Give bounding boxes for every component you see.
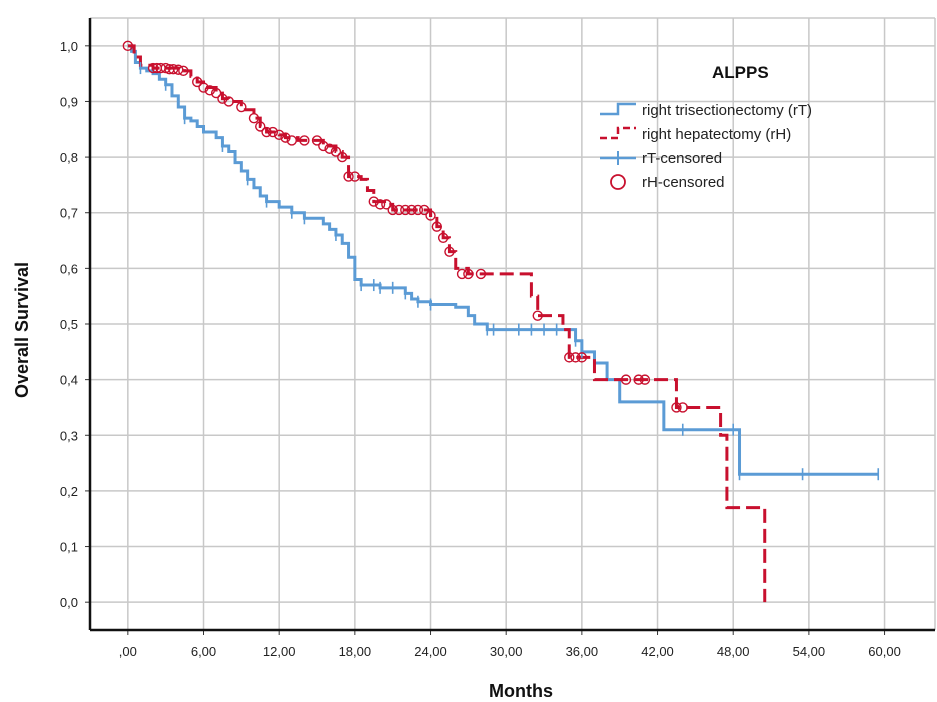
rH-censor-mark: [330, 146, 342, 157]
rH-censor-mark: [444, 246, 455, 257]
rH-censor-mark: [168, 63, 179, 75]
rH-censor-mark: [273, 129, 285, 141]
rH-censor-mark: [223, 96, 234, 107]
rH-censor-mark: [437, 232, 449, 243]
rH-censor-mark: [387, 204, 398, 216]
y-tick-label: 0,6: [60, 261, 78, 276]
x-tick-label: 6,00: [191, 644, 216, 659]
rH-censor-mark: [564, 352, 575, 363]
legend-entry-label: right trisectionectomy (rT): [642, 102, 812, 119]
rH-censor-mark: [368, 196, 379, 207]
rH-censor-mark: [349, 171, 361, 182]
rH-censor-mark: [532, 310, 543, 321]
legend-entry-label: rT-censored: [642, 150, 722, 167]
y-tick-label: 0,8: [60, 150, 78, 165]
rH-censor-mark: [419, 204, 430, 216]
rH-censor-mark: [381, 199, 392, 210]
rH-censor-mark: [343, 171, 354, 182]
rH-censor-mark: [576, 352, 588, 363]
axes: [85, 18, 935, 635]
rH-censor-mark: [412, 204, 424, 216]
rH-censor-mark: [122, 40, 134, 52]
rH-censor-mark: [671, 402, 682, 413]
rH-censor-mark: [431, 221, 443, 232]
legend-entry-label: rH-censored: [642, 174, 725, 191]
rH-censor-mark: [620, 374, 632, 385]
rH-censor-mark: [217, 93, 228, 104]
rH-censor-mark: [261, 126, 272, 138]
y-tick-label: 0,0: [60, 595, 78, 610]
x-tick-label: 36,00: [566, 644, 599, 659]
rH-censor-mark: [456, 268, 468, 280]
rH-censor-mark: [425, 210, 436, 221]
grid-lines: [90, 17, 936, 630]
rH-censor-mark: [337, 151, 348, 163]
rH-censor-mark: [178, 65, 189, 77]
rH-censor-mark: [248, 112, 260, 124]
x-tick-label: 30,00: [490, 644, 523, 659]
y-axis-title: Overall Survival: [12, 262, 32, 398]
rH-censor-mark: [324, 143, 335, 154]
tick-labels: ,00 6,00 12,00 18,00 24,00 30,00 36,00 42,00 48,…: [60, 39, 901, 659]
y-tick-label: 0,3: [60, 428, 78, 443]
x-tick-label: 12,00: [263, 644, 296, 659]
y-tick-label: 0,2: [60, 484, 78, 499]
x-tick-label: 60,00: [868, 644, 901, 659]
rH-censor-mark: [475, 268, 487, 280]
legend-rT-swatch: [600, 102, 636, 116]
y-tick-label: 0,7: [60, 206, 78, 221]
rH-censor-mark: [400, 204, 411, 216]
legend-title: ALPPS: [712, 63, 769, 82]
x-tick-label: 54,00: [793, 644, 826, 659]
rH-censor-mark: [192, 76, 203, 88]
legend-rH-censor-swatch: [610, 174, 626, 190]
rH-censor-mark: [147, 62, 159, 74]
y-tick-label: 0,1: [60, 540, 78, 555]
rH-censor-mark: [173, 64, 184, 75]
y-tick-label: 0,5: [60, 317, 78, 332]
y-tick-label: 1,0: [60, 39, 78, 54]
rH-censor-mark: [393, 204, 405, 216]
rH-censor-mark: [236, 101, 247, 113]
rH-censor-mark: [374, 199, 386, 210]
rH-censor-mark: [570, 352, 581, 363]
x-axis-title: Months: [489, 681, 553, 701]
x-tick-label: 48,00: [717, 644, 750, 659]
rH-censor-mark: [318, 140, 329, 152]
rH-censor-mark: [280, 132, 291, 143]
rH-censor-mark: [463, 268, 474, 280]
series-rH-line: [127, 44, 767, 603]
rH-censor-mark: [639, 374, 651, 385]
rH-censor-mark: [204, 85, 216, 96]
rH-censor-mark: [311, 135, 323, 146]
rH-censor-mark: [677, 402, 688, 413]
rH-censor-mark: [299, 135, 310, 146]
x-tick-label: 24,00: [414, 644, 447, 659]
censor-marks: [122, 40, 880, 481]
y-tick-label: 0,9: [60, 94, 78, 109]
y-tick-label: 0,4: [60, 373, 78, 388]
rH-censor-mark: [210, 87, 222, 99]
rH-censor-mark: [267, 126, 279, 138]
x-tick-label: 18,00: [339, 644, 372, 659]
x-tick-label: ,00: [119, 644, 137, 659]
rH-censor-mark: [255, 121, 266, 132]
legend-rH-swatch: [600, 126, 636, 140]
legend-entry-label: right hepatectomy (rH): [642, 126, 791, 143]
x-tick-label: 42,00: [641, 644, 674, 659]
rH-censor-mark: [406, 204, 417, 216]
rH-censor-mark: [633, 374, 644, 385]
legend: ALPPS right trisectionectomy (rT) right h…: [600, 63, 812, 191]
rH-censor-mark: [286, 135, 297, 146]
rH-censor-mark: [198, 82, 209, 93]
